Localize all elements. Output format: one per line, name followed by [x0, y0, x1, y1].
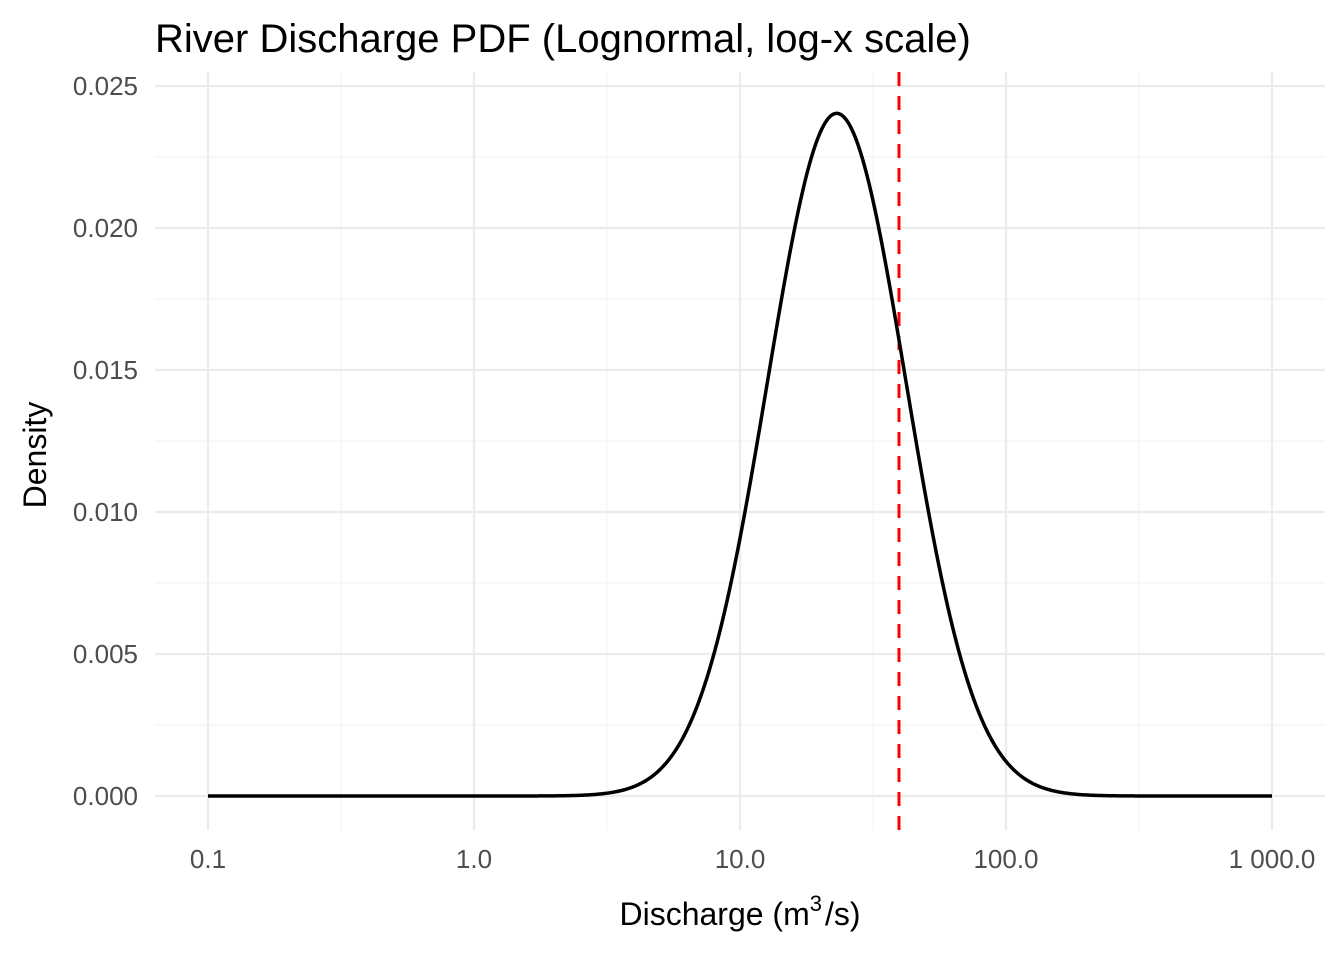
- x-axis-title: Discharge (m3/s): [619, 891, 860, 932]
- y-tick-label: 0.020: [73, 213, 138, 243]
- x-tick-label: 1 000.0: [1229, 844, 1316, 874]
- x-axis-title-tail: /s): [825, 896, 861, 932]
- series-line-lognormal-pdf: [208, 111, 1272, 798]
- y-tick-label: 0.025: [73, 71, 138, 101]
- y-tick-label: 0.010: [73, 497, 138, 527]
- y-tick-label: 0.000: [73, 781, 138, 811]
- y-tick-label: 0.015: [73, 355, 138, 385]
- x-axis-title-sup: 3: [810, 891, 822, 916]
- chart-title: River Discharge PDF (Lognormal, log-x sc…: [155, 17, 971, 61]
- x-tick-labels: 0.1 1.0 10.0 100.0 1 000.0: [190, 844, 1315, 874]
- y-axis-title: Density: [17, 402, 53, 509]
- x-tick-label: 1.0: [456, 844, 492, 874]
- x-tick-label: 100.0: [973, 844, 1038, 874]
- y-tick-labels: 0.000 0.005 0.010 0.015 0.020 0.025: [73, 71, 138, 811]
- x-tick-label: 10.0: [715, 844, 766, 874]
- x-axis-title-main: Discharge (m: [619, 896, 809, 932]
- grid: [155, 72, 1325, 830]
- x-tick-label: 0.1: [190, 844, 226, 874]
- y-tick-label: 0.005: [73, 639, 138, 669]
